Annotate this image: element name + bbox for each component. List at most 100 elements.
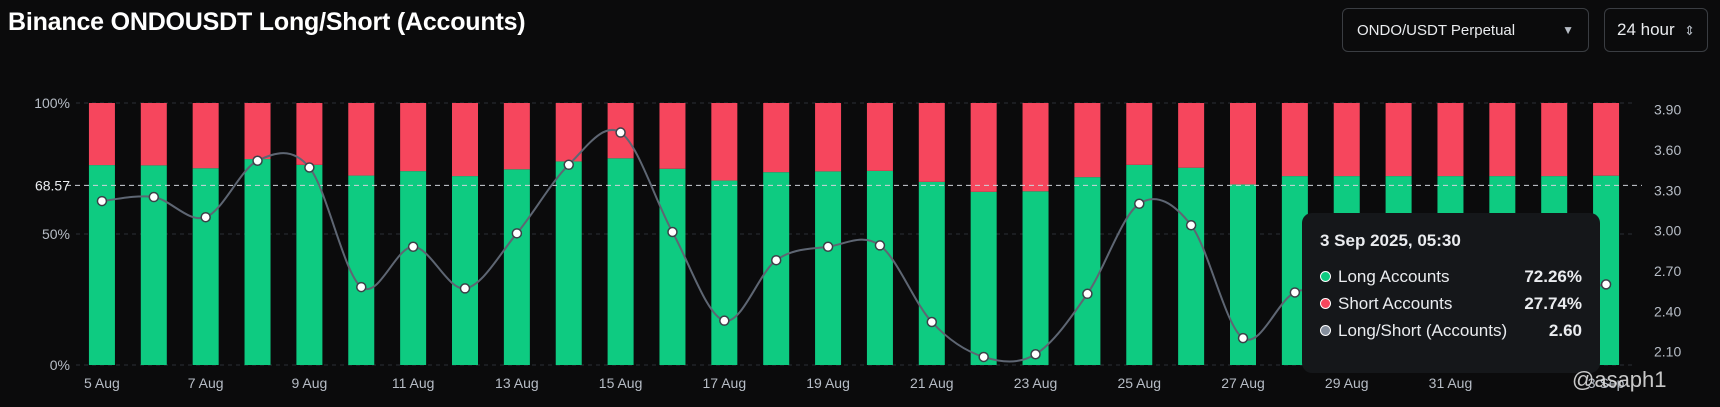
ratio-point: [407, 241, 419, 253]
left-axis-tick: 100%: [34, 95, 70, 111]
bar-long: [763, 172, 790, 365]
ratio-point: [252, 155, 263, 167]
tooltip-time: 3 Sep 2025, 05:30: [1320, 231, 1461, 250]
ratio-point: [615, 127, 626, 138]
interval-select-value: 24 hour: [1617, 20, 1675, 39]
bar-short: [1593, 103, 1620, 176]
interval-select[interactable]: 24 hour ⇕: [1604, 8, 1708, 52]
tooltip-row-long: Long Accounts 72.26%: [1320, 263, 1582, 290]
right-axis-tick: 2.10: [1654, 344, 1681, 360]
bar-long: [503, 169, 530, 365]
symbol-select-value: ONDO/USDT Perpetual: [1357, 21, 1516, 39]
chevron-down-icon: ▼: [1562, 23, 1574, 37]
ratio-point: [563, 159, 574, 171]
watermark: @asaph1: [1572, 367, 1667, 392]
ratio-point: [978, 351, 989, 363]
bar-short: [763, 103, 790, 173]
ratio-point: [1134, 198, 1145, 210]
ratio-point: [667, 226, 678, 238]
right-axis-tick: 3.30: [1654, 182, 1681, 198]
tooltip-ratio-dot: [1320, 325, 1331, 336]
bar-short: [192, 103, 219, 169]
bar-short: [296, 103, 323, 165]
bar-long: [815, 171, 842, 365]
ratio-point: [719, 315, 730, 326]
bar-short: [503, 103, 530, 170]
bar-long: [296, 164, 323, 365]
bar-short: [88, 103, 115, 166]
ratio-point: [1185, 220, 1197, 231]
symbol-select[interactable]: ONDO/USDT Perpetual ▼: [1342, 8, 1589, 52]
left-axis-tick: 0%: [50, 357, 70, 373]
bar-short: [659, 103, 686, 169]
ratio-point: [926, 316, 938, 328]
ratio-point: [459, 283, 471, 294]
x-axis-tick: 17 Aug: [703, 375, 747, 391]
bar-short: [348, 103, 375, 176]
page-title: Binance ONDOUSDT Long/Short (Accounts): [8, 8, 526, 36]
tooltip-ratio-value: 2.60: [1548, 320, 1582, 340]
bar-long: [555, 161, 582, 365]
bar-short: [1333, 103, 1360, 177]
right-axis-tick: 3.00: [1654, 223, 1681, 239]
bar-short: [1230, 103, 1256, 185]
up-down-arrows-icon: ⇕: [1684, 22, 1695, 38]
x-axis-tick: 31 Aug: [1429, 375, 1473, 391]
bar-long: [192, 168, 219, 365]
bar-long: [1178, 167, 1205, 365]
x-axis-tick: 27 Aug: [1221, 375, 1265, 391]
bar-long: [88, 165, 115, 365]
tooltip-row-ratio: Long/Short (Accounts) 2.60: [1320, 317, 1582, 344]
bar-long: [659, 168, 686, 365]
ratio-point: [1082, 288, 1093, 300]
tooltip-row-short: Short Accounts 27.74%: [1320, 290, 1582, 317]
x-axis-tick: 7 Aug: [188, 375, 224, 391]
right-axis-tick: 2.70: [1654, 263, 1681, 279]
ratio-point: [200, 211, 211, 223]
tooltip-long-value: 72.26%: [1524, 266, 1582, 286]
bar-short: [918, 103, 945, 182]
ratio-point: [96, 195, 108, 207]
bar-short: [1281, 103, 1308, 177]
bar-short: [1022, 103, 1049, 192]
bar-long: [452, 176, 478, 365]
bar-long: [866, 170, 893, 365]
bar-long: [711, 180, 738, 365]
left-axis-tick: 50%: [42, 226, 70, 242]
x-axis-tick: 25 Aug: [1117, 375, 1161, 391]
ratio-point: [1600, 279, 1612, 290]
ratio-point: [304, 162, 315, 173]
bar-short: [711, 103, 738, 181]
tooltip-short-dot: [1320, 298, 1331, 309]
bar-short: [1385, 103, 1412, 177]
ratio-point: [148, 191, 160, 203]
bar-long: [244, 159, 271, 365]
bar-short: [970, 103, 997, 192]
tooltip-short-label: Short Accounts: [1338, 293, 1453, 313]
bar-short: [452, 103, 478, 177]
bar-short: [400, 103, 427, 172]
ratio-point: [356, 281, 367, 293]
x-axis-tick: 3 Sep: [1588, 375, 1625, 391]
tooltip-short-value: 27.74%: [1524, 293, 1582, 313]
bar-long: [1022, 191, 1049, 365]
bar-short: [1541, 103, 1568, 177]
ratio-point: [874, 240, 886, 251]
current-value-label: 68.57: [35, 177, 70, 193]
bar-short: [244, 103, 271, 160]
bar-short: [1126, 103, 1153, 165]
bar-long: [607, 158, 634, 365]
ratio-point: [770, 254, 782, 266]
x-axis-tick: 21 Aug: [910, 375, 954, 391]
x-axis-tick: 9 Aug: [291, 375, 327, 391]
ratio-point: [511, 228, 523, 239]
tooltip-long-label: Long Accounts: [1338, 266, 1450, 286]
bar-short: [555, 103, 582, 162]
right-axis-tick: 2.40: [1654, 303, 1681, 319]
x-axis-tick: 11 Aug: [392, 375, 435, 391]
bar-long: [400, 171, 427, 365]
x-axis-tick: 29 Aug: [1325, 375, 1369, 391]
x-axis-tick: 15 Aug: [599, 375, 643, 391]
bar-short: [1437, 103, 1464, 177]
tooltip-ratio-label: Long/Short (Accounts): [1338, 320, 1508, 340]
